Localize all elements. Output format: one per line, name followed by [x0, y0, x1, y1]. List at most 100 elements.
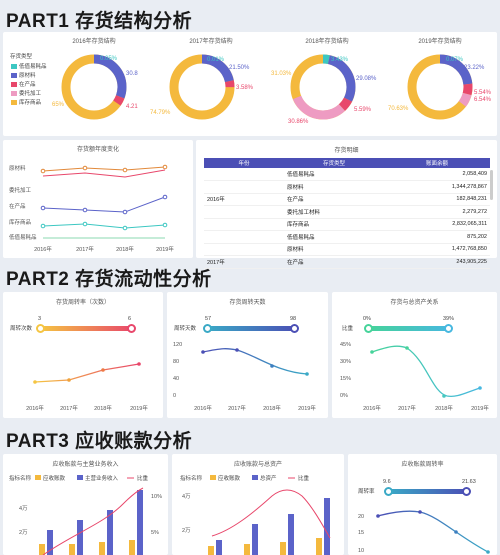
svg-text:2019年: 2019年	[130, 404, 148, 412]
ar-turnover-range-label: 周转率	[358, 489, 375, 495]
days-chart: 120 80 40 0 2016年 2017年 2018年 2019年	[173, 342, 316, 412]
trend-ylabel-4: 低值易耗品	[9, 233, 37, 241]
svg-text:4万: 4万	[19, 505, 28, 512]
donut-charts: 2016年存货结构 2017年存货结构 2018年存货结构 2019年存货结构 …	[52, 37, 492, 125]
svg-text:2017年: 2017年	[60, 404, 78, 412]
svg-text:比重: 比重	[298, 474, 310, 482]
svg-text:40: 40	[173, 376, 179, 382]
col-year[interactable]: 年份	[204, 158, 284, 168]
table-row: 低值易耗品 875,202	[204, 230, 490, 244]
table-row: 库存商品 2,832,065,311	[204, 218, 490, 231]
ratio-range-handle-max[interactable]	[444, 324, 453, 333]
trend-line-blue	[42, 196, 166, 213]
trend-year-2: 2018年	[116, 245, 134, 253]
donut-2017-label-wip: 3.58%	[236, 85, 254, 91]
donut-title-2017: 2017年存货结构	[189, 37, 232, 45]
donut-2019-label-raw: 23.22%	[464, 65, 485, 71]
legend-item-wip[interactable]: 在产品	[11, 80, 36, 88]
ratio-range-bar[interactable]	[368, 326, 450, 331]
svg-text:2019年: 2019年	[298, 404, 316, 412]
turnover-range-min: 3	[38, 316, 42, 322]
turnover-range-handle-max[interactable]	[127, 324, 136, 333]
donut-2016-label-low: 0.05%	[100, 56, 118, 62]
days-range-label: 周转天数	[174, 326, 197, 332]
donut-2018-label-consign: 30.86%	[288, 119, 309, 125]
table-row: 2016年 在产品 182,848,231	[204, 193, 490, 206]
donut-2018-label-stock: 31.03%	[271, 71, 292, 77]
donut-title-2016: 2016年存货结构	[72, 37, 115, 45]
ratio-range-min: 0%	[363, 316, 371, 322]
svg-text:2018年: 2018年	[94, 404, 112, 412]
svg-text:指标名称: 指标名称	[180, 474, 203, 482]
donut-2019-label-consign: 6.54%	[474, 97, 492, 103]
svg-text:2018年: 2018年	[435, 404, 453, 412]
trend-ylabel-1: 委托加工	[9, 186, 32, 194]
donut-2019-label-low: 0.07%	[446, 57, 464, 63]
svg-text:10: 10	[358, 548, 364, 554]
legend-item-consign[interactable]: 委托加工	[11, 89, 41, 97]
ar-turnover-range-max: 21.63	[462, 479, 476, 485]
donut-2018-label-wip: 5.59%	[354, 107, 372, 113]
svg-text:0: 0	[173, 393, 176, 399]
donut-2017-label-stock: 74.79%	[150, 110, 171, 116]
ratio-range-label: 比重	[342, 326, 354, 332]
col-type[interactable]: 存货类型	[284, 158, 384, 168]
svg-text:2016年: 2016年	[26, 404, 44, 412]
svg-text:2017年: 2017年	[228, 404, 246, 412]
days-range-min: 57	[205, 316, 212, 322]
ar-assets-chart: 指标名称 应收账款 总资产 比重 4万 2万	[180, 474, 331, 555]
ar-assets-title: 应收账款与总资产	[233, 462, 282, 468]
days-card: 存货周转天数	[167, 292, 328, 418]
svg-text:0%: 0%	[340, 393, 348, 399]
legend-item-raw[interactable]: 原材料	[11, 71, 36, 79]
ar-turnover-range-handle-max[interactable]	[462, 487, 471, 496]
detail-title: 存货明细	[334, 148, 359, 154]
trend-chart: 存货额年度变化 原材料 委托加工 在产品 库存商品 低值易耗品 2016年 20…	[9, 145, 174, 253]
days-range-handle-min[interactable]	[203, 324, 212, 333]
svg-text:主营业务收入: 主营业务收入	[85, 474, 119, 482]
ar-revenue-chart: 指标名称 应收账款 主营业务收入 比重 4万 2万 10% 5%	[9, 474, 162, 555]
trend-ylabel-0: 原材料	[9, 164, 26, 172]
trend-ylabel-2: 在产品	[9, 202, 26, 210]
donut-2018-label-low: 3.43%	[331, 57, 349, 63]
svg-text:2018年: 2018年	[263, 404, 281, 412]
turnover-range-handle-min[interactable]	[36, 324, 45, 333]
svg-text:2019年: 2019年	[471, 404, 489, 412]
ar-turnover-chart: 20 15 10	[358, 510, 490, 554]
days-range-handle-max[interactable]	[290, 324, 299, 333]
table-row: 原材料 1,344,278,867	[204, 180, 490, 194]
col-value[interactable]: 账面余额	[384, 158, 490, 168]
ratio-range-handle-min[interactable]	[364, 324, 373, 333]
turnover-range-bar[interactable]	[40, 326, 134, 331]
trend-title: 存货额年度变化	[77, 145, 119, 153]
days-range-bar[interactable]	[207, 326, 297, 331]
trend-year-0: 2016年	[34, 245, 52, 253]
donut-2016	[61, 54, 127, 120]
svg-text:120: 120	[173, 342, 182, 348]
table-scrollbar[interactable]	[490, 170, 493, 200]
donut-title-2018: 2018年存货结构	[305, 37, 348, 45]
table-row: 低值易耗品 2,058,409	[204, 168, 490, 181]
donut-2019-label-wip: 5.54%	[474, 90, 492, 96]
table-row: 原材料 1,472,768,850	[204, 243, 490, 256]
donut-2017	[169, 54, 235, 120]
ar-turnover-range-min: 9.6	[383, 479, 391, 485]
donut-2018	[290, 54, 356, 120]
donut-2016-label-wip: 4.21	[126, 104, 138, 110]
ar-turnover-card: 应收账款周转率	[348, 454, 497, 555]
legend-item-stock[interactable]: 库存商品	[11, 98, 41, 106]
legend-item-low[interactable]: 低值易耗品	[11, 62, 47, 70]
legend-heading: 存货类型	[10, 54, 33, 60]
svg-text:15: 15	[358, 530, 364, 536]
ratio-chart: 45% 30% 15% 0% 2016年 2017年 2018年 2019年	[340, 342, 489, 412]
donut-title-2019: 2019年存货结构	[418, 37, 461, 45]
ar-turnover-range-bar[interactable]	[388, 489, 468, 494]
svg-text:45%: 45%	[340, 342, 351, 348]
donut-2017-label-raw: 21.50%	[229, 65, 250, 71]
days-range-max: 98	[290, 316, 297, 322]
trend-line-teal	[42, 223, 166, 229]
trend-line-red	[42, 169, 166, 178]
svg-text:指标名称: 指标名称	[9, 474, 32, 482]
ar-turnover-range-handle-min[interactable]	[384, 487, 393, 496]
svg-text:5%: 5%	[151, 530, 159, 536]
